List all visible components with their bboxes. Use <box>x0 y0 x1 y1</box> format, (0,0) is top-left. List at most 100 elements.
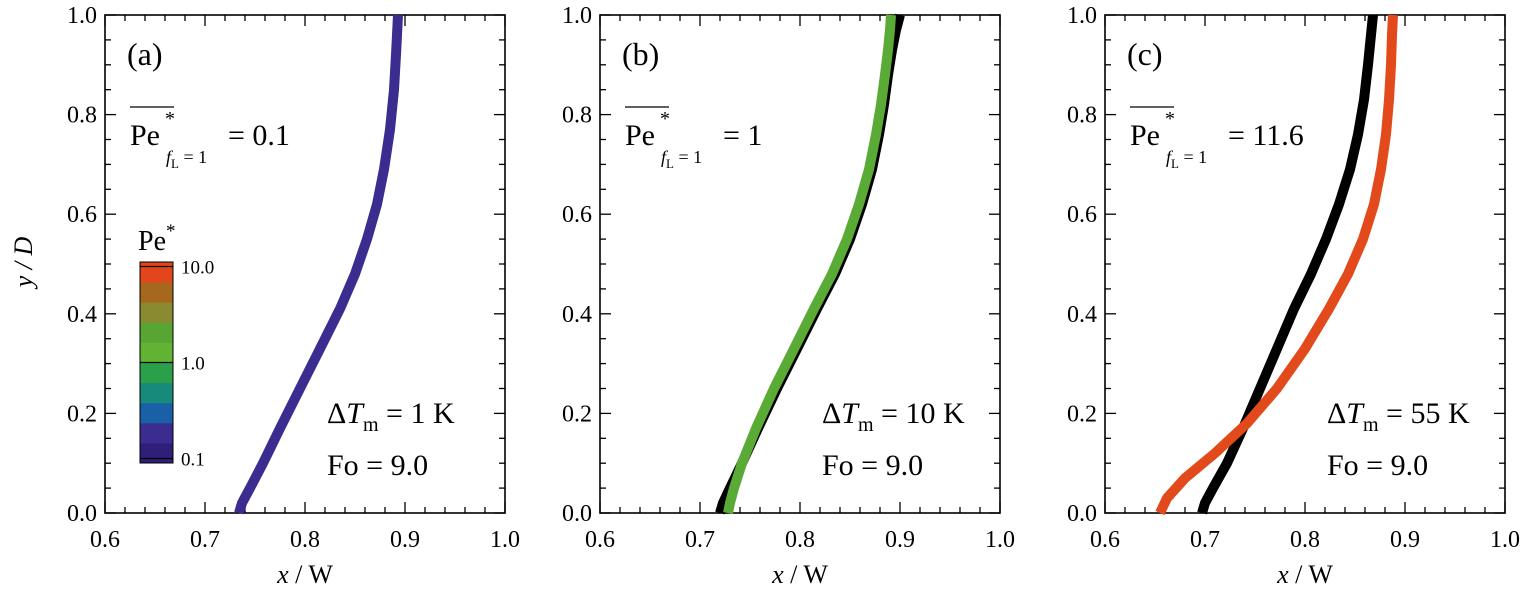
x-tick-label: 0.8 <box>785 527 815 553</box>
panel-a: 0.6 0.7 0.8 0.9 1.0 0.0 0.2 0.4 0.6 0.8 1.0 x / W (a… <box>67 3 520 589</box>
y-tick-label: 0.4 <box>562 302 592 328</box>
pe-subscript-f: f <box>1166 147 1174 167</box>
x-axis-label-symbol: x <box>1276 560 1289 589</box>
delta-t-symbol: T <box>346 397 365 430</box>
x-axis-label-rest: / W <box>784 560 829 589</box>
delta-t-delta: Δ <box>327 397 346 430</box>
colorbar-swatch <box>140 342 173 363</box>
panel-label: (b) <box>622 36 659 72</box>
x-tick-label: 1.0 <box>985 527 1015 553</box>
pe-subscript: fL = 1 <box>166 147 207 171</box>
delta-t-value: = 10 K <box>874 397 965 430</box>
panel-b: 0.6 0.7 0.8 0.9 1.0 0.0 0.2 0.4 0.6 0.8 1.0 x / W (b… <box>562 3 1015 589</box>
pe-superscript: * <box>1165 108 1175 130</box>
x-tick-label: 0.7 <box>685 527 715 553</box>
colorbar-title-star: * <box>166 221 176 242</box>
pe-subscript-f: f <box>166 147 174 167</box>
colorbar-swatch <box>140 302 173 323</box>
pe-subscript-f: f <box>661 147 669 167</box>
x-axis-label-rest: / W <box>289 560 334 589</box>
colorbar-tick-label: 0.1 <box>181 450 205 471</box>
series-interface <box>1155 14 1398 516</box>
colorbar-title: Pe* <box>138 221 176 257</box>
pe-value: = 1 <box>723 119 762 152</box>
colorbar-swatch <box>140 442 173 464</box>
y-tick-label: 0.8 <box>1067 103 1097 129</box>
pe-value: = 11.6 <box>1228 119 1304 152</box>
colorbar-swatch <box>140 402 173 424</box>
delta-t-value: = 55 K <box>1379 397 1470 430</box>
plot-frame <box>599 14 1001 514</box>
x-axis-label: x / W <box>771 560 828 589</box>
delta-t-symbol: T <box>1346 397 1365 430</box>
delta-t-delta: Δ <box>1327 397 1346 430</box>
x-tick-label: 0.7 <box>1190 527 1220 553</box>
x-tick-label: 0.6 <box>90 527 120 553</box>
y-tick-label: 0.4 <box>1067 302 1097 328</box>
colorbar-tick-label: 10.0 <box>181 258 214 279</box>
x-tick-label: 0.8 <box>290 527 320 553</box>
colorbar-title-text: Pe <box>138 226 166 257</box>
colorbar-swatch <box>140 322 173 343</box>
y-tick-label: 0.2 <box>67 401 97 427</box>
y-tick-label: 0.6 <box>1067 202 1097 228</box>
y-tick-label: 0.8 <box>562 103 592 129</box>
pe-symbol: Pe <box>625 119 655 152</box>
panel-c: 0.6 0.7 0.8 0.9 1.0 0.0 0.2 0.4 0.6 0.8 1.0 x / W (c… <box>1067 3 1520 589</box>
x-tick-label: 0.8 <box>1290 527 1320 553</box>
colorbar: 10.0 1.0 0.1 Pe* <box>138 221 214 471</box>
x-tick-label: 0.6 <box>1090 527 1120 553</box>
x-tick-label: 1.0 <box>1490 527 1520 553</box>
pe-subscript-l: L <box>171 156 179 171</box>
fo-label: Fo = 9.0 <box>1327 449 1428 482</box>
x-tick-label: 0.6 <box>585 527 615 553</box>
x-tick-label: 0.7 <box>190 527 220 553</box>
y-tick-label: 0.0 <box>1067 501 1097 527</box>
delta-t-subscript: m <box>363 414 379 436</box>
delta-t-value: = 1 K <box>379 397 455 430</box>
panel-label: (c) <box>1127 36 1163 72</box>
panels: 0.6 0.7 0.8 0.9 1.0 0.0 0.2 0.4 0.6 0.8 1.0 x / W (a… <box>67 3 1520 589</box>
series-interface <box>234 14 403 515</box>
y-tick-label: 1.0 <box>67 3 97 29</box>
y-tick-label: 0.0 <box>562 501 592 527</box>
delta-t-label: ΔTm = 1 K <box>327 397 455 436</box>
y-tick-label: 0.8 <box>67 103 97 129</box>
x-axis-label-rest: / W <box>1289 560 1334 589</box>
delta-t-label: ΔTm = 55 K <box>1327 397 1470 436</box>
series-reference <box>1197 14 1378 515</box>
x-tick-label: 0.9 <box>1390 527 1420 553</box>
delta-t-label: ΔTm = 10 K <box>822 397 965 436</box>
pe-subscript-l: L <box>666 156 674 171</box>
pe-symbol: Pe <box>130 119 160 152</box>
x-tick-label: 0.9 <box>390 527 420 553</box>
y-axis-label: y / D <box>9 237 38 291</box>
pe-subscript-rest: = 1 <box>674 147 702 167</box>
pe-subscript-l: L <box>1171 156 1179 171</box>
fo-label: Fo = 9.0 <box>327 449 428 482</box>
y-tick-label: 1.0 <box>562 3 592 29</box>
pe-superscript: * <box>660 108 670 130</box>
y-tick-label: 0.2 <box>1067 401 1097 427</box>
delta-t-subscript: m <box>858 414 874 436</box>
plot-frame <box>1104 14 1506 514</box>
x-axis-label: x / W <box>276 560 333 589</box>
delta-t-delta: Δ <box>822 397 841 430</box>
pe-subscript: fL = 1 <box>661 147 702 171</box>
pe-subscript-rest: = 1 <box>1179 147 1207 167</box>
pe-subscript-rest: = 1 <box>179 147 207 167</box>
x-tick-label: 1.0 <box>490 527 520 553</box>
colorbar-swatch <box>140 282 173 303</box>
colorbar-tick-label: 1.0 <box>181 354 205 375</box>
y-tick-label: 0.6 <box>562 202 592 228</box>
series-interface <box>723 14 896 514</box>
colorbar-swatch <box>140 382 173 404</box>
x-axis-label-symbol: x <box>276 560 289 589</box>
y-tick-label: 0.4 <box>67 302 97 328</box>
colorbar-swatch <box>140 422 173 444</box>
fo-label: Fo = 9.0 <box>822 449 923 482</box>
delta-t-subscript: m <box>1363 414 1379 436</box>
x-axis-label-symbol: x <box>771 560 784 589</box>
pe-subscript: fL = 1 <box>1166 147 1207 171</box>
